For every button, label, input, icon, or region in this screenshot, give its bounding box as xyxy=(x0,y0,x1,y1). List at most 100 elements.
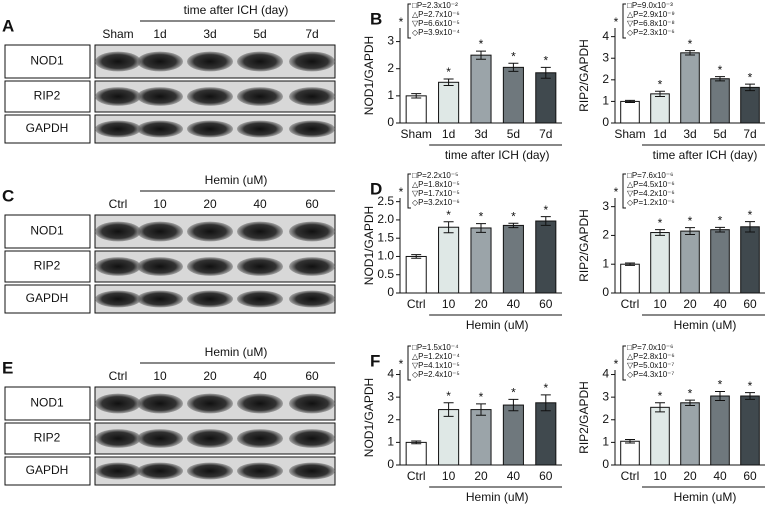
blot-band xyxy=(237,393,283,414)
panel-letter: D xyxy=(370,179,382,198)
blot-band xyxy=(237,429,283,448)
y-tick-label: 1 xyxy=(387,435,394,449)
bar xyxy=(680,402,700,466)
error-bar xyxy=(476,223,486,233)
bar xyxy=(740,86,760,124)
lane-label: 1d xyxy=(153,27,166,41)
error-bar xyxy=(443,78,454,87)
panel-letter: A xyxy=(2,16,14,35)
y-tick-label: 0 xyxy=(602,285,609,299)
y-axis-label: RIP2/GAPDH xyxy=(577,209,591,282)
x-tick-label: 3d xyxy=(474,127,487,141)
blot-band xyxy=(237,87,283,106)
panel-letter: F xyxy=(370,351,380,370)
y-axis-label: RIP2/GAPDH xyxy=(577,39,591,112)
p-value: ◇P=4.3x10⁻⁷ xyxy=(627,370,674,379)
blot-band xyxy=(137,393,183,414)
blot-band xyxy=(289,51,335,72)
bar xyxy=(535,402,557,466)
x-tick-label: 7d xyxy=(539,127,552,141)
significance: * xyxy=(718,63,723,77)
lane-label: 20 xyxy=(203,197,217,211)
lane-label: 10 xyxy=(153,197,167,211)
bar xyxy=(502,404,524,466)
x-tick-label: 20 xyxy=(474,469,488,483)
bar xyxy=(438,226,460,294)
x-tick-label: 5d xyxy=(713,127,726,141)
blot-band xyxy=(95,87,141,106)
error-bar xyxy=(443,221,454,234)
blot-header: Hemin (uM) xyxy=(205,345,268,359)
x-tick-label: Sham xyxy=(614,127,645,141)
group-label: Hemin (uM) xyxy=(674,490,737,504)
p-value: □P=7.6x10⁻⁶ xyxy=(627,171,673,180)
bar xyxy=(620,263,640,294)
bar xyxy=(470,54,492,124)
p-value: △P=2.9x10⁻⁹ xyxy=(627,10,675,19)
significance: * xyxy=(446,65,451,79)
legend-bracket xyxy=(622,173,626,209)
blot-band xyxy=(95,462,141,480)
x-tick-label: Sham xyxy=(401,127,432,141)
blot-band xyxy=(289,462,335,480)
p-value: △P=4.5x10⁻⁶ xyxy=(627,180,675,189)
blot-band xyxy=(137,87,183,106)
significance: * xyxy=(399,357,404,371)
x-tick-label: 10 xyxy=(442,297,456,311)
blot-band xyxy=(137,51,183,72)
significance: * xyxy=(614,185,619,199)
row-label: GAPDH xyxy=(26,463,69,477)
blot-band xyxy=(137,429,183,448)
row-label: RIP2 xyxy=(34,259,61,273)
row-label-box xyxy=(4,456,91,486)
significance: * xyxy=(614,357,619,371)
blot-band xyxy=(237,120,283,138)
row-label-box xyxy=(4,284,91,314)
p-value: ◇P=1.2x10⁻⁶ xyxy=(627,198,675,207)
error-bar xyxy=(508,398,519,412)
error-bar xyxy=(625,438,635,444)
bar xyxy=(470,409,492,466)
error-bar xyxy=(540,394,551,412)
p-value: △P=2.7x10⁻⁶ xyxy=(412,10,460,19)
x-tick-label: 40 xyxy=(507,469,521,483)
significance: * xyxy=(658,77,663,91)
significance: * xyxy=(718,214,723,228)
blot-band xyxy=(95,257,141,276)
panel-letter: C xyxy=(2,186,14,205)
error-bar xyxy=(476,50,486,60)
y-tick-label: 0 xyxy=(387,457,394,471)
x-tick-label: 10 xyxy=(653,297,667,311)
bar xyxy=(710,229,730,294)
row-label-box xyxy=(4,114,91,144)
error-bar xyxy=(476,403,486,416)
y-tick-label: 0 xyxy=(387,285,394,299)
y-tick-label: 0 xyxy=(602,457,609,471)
blot-band xyxy=(95,120,141,138)
x-tick-label: 60 xyxy=(539,297,553,311)
y-axis-label: RIP2/GAPDH xyxy=(577,381,591,454)
y-tick-label: 1.0 xyxy=(377,249,394,263)
blot-band xyxy=(187,257,233,276)
blot-band xyxy=(237,257,283,276)
y-tick-label: 0 xyxy=(387,115,394,129)
significance: * xyxy=(446,389,451,403)
row-label-box xyxy=(4,44,91,79)
row-label: NOD1 xyxy=(30,396,64,410)
bar xyxy=(438,409,460,466)
error-bar xyxy=(655,90,665,97)
significance: * xyxy=(511,386,516,400)
blot-band xyxy=(237,462,283,480)
blot-band xyxy=(187,87,233,106)
legend-bracket xyxy=(407,173,411,209)
p-value: ◇P=3.2x10⁻⁶ xyxy=(412,198,460,207)
y-tick-label: 2 xyxy=(602,228,609,242)
blot-header: time after ICH (day) xyxy=(184,3,289,17)
panel-letter: B xyxy=(370,9,382,28)
blot-band xyxy=(187,429,233,448)
x-tick-label: 40 xyxy=(713,297,727,311)
row-label: RIP2 xyxy=(34,431,61,445)
blot-band xyxy=(137,290,183,308)
significance: * xyxy=(614,15,619,29)
